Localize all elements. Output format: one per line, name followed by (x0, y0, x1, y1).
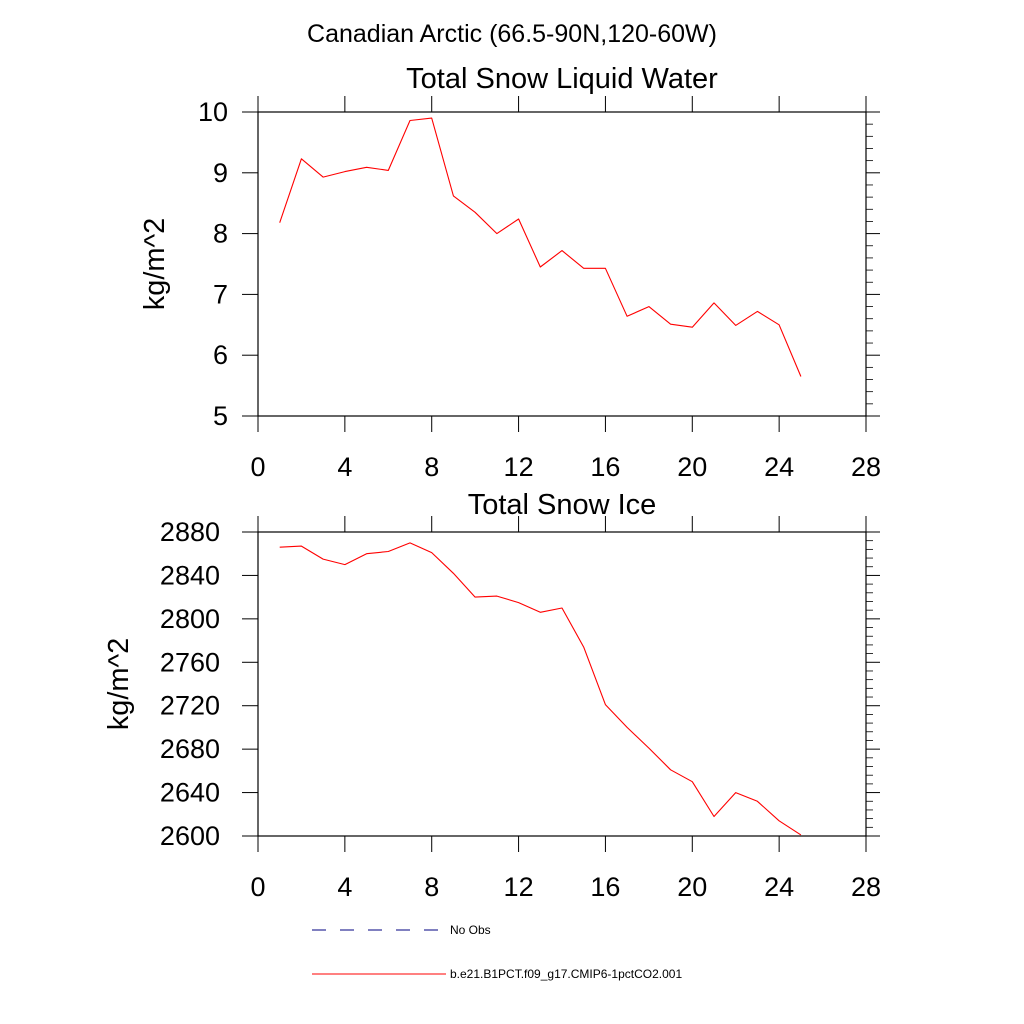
y-axis-label: kg/m^2 (103, 638, 135, 731)
y-tick-label: 8 (213, 219, 228, 249)
y-tick-label: 7 (213, 279, 228, 309)
legend: No Obs b.e21.B1PCT.f09_g17.CMIP6-1pctCO2… (312, 923, 682, 981)
x-tick-label: 20 (677, 872, 707, 902)
panel-snow-liquid-water: Total Snow Liquid Water kg/m^2 0 4 8 12 16 20… (139, 63, 881, 482)
series-line (279, 542, 802, 836)
y-tick-label: 2840 (160, 560, 220, 590)
y-tick-label: 2640 (160, 778, 220, 808)
x-tick-label: 12 (504, 452, 534, 482)
x-tick-label: 0 (250, 872, 265, 902)
x-tick-label: 12 (504, 872, 534, 902)
x-tick-label: 16 (590, 872, 620, 902)
plot-frame (257, 111, 867, 417)
y-tick-label: 9 (213, 158, 228, 188)
y-tick-label: 10 (198, 97, 228, 127)
y-tick-label: 2600 (160, 821, 220, 851)
x-tick-label: 0 (250, 452, 265, 482)
y-tick-label: 2760 (160, 647, 220, 677)
y-tick-label: 6 (213, 340, 228, 370)
x-tick-label: 8 (424, 872, 439, 902)
y-tick-label: 2880 (160, 517, 220, 547)
legend-label-model-run: b.e21.B1PCT.f09_g17.CMIP6-1pctCO2.001 (450, 967, 682, 981)
legend-label-no-obs: No Obs (450, 923, 491, 937)
x-tick-label: 20 (677, 452, 707, 482)
x-tick-label: 28 (851, 452, 881, 482)
series-line (279, 117, 802, 377)
x-tick-label: 24 (764, 872, 794, 902)
y-tick-label: 2800 (160, 604, 220, 634)
y-tick-label: 2680 (160, 734, 220, 764)
panel-snow-ice: Total Snow Ice kg/m^2 0 4 8 12 16 20 24 28 2600 2… (103, 489, 881, 902)
x-tick-label: 24 (764, 452, 794, 482)
plot-frame (257, 531, 867, 837)
figure-suptitle: Canadian Arctic (66.5-90N,120-60W) (307, 20, 717, 48)
x-tick-label: 16 (590, 452, 620, 482)
x-tick-label: 8 (424, 452, 439, 482)
x-tick-label: 28 (851, 872, 881, 902)
x-tick-label: 4 (337, 452, 352, 482)
y-axis-label: kg/m^2 (139, 218, 171, 311)
chart-title: Total Snow Ice (468, 489, 657, 521)
chart-title: Total Snow Liquid Water (406, 63, 718, 95)
x-tick-label: 4 (337, 872, 352, 902)
y-tick-label: 5 (213, 401, 228, 431)
y-tick-label: 2720 (160, 691, 220, 721)
